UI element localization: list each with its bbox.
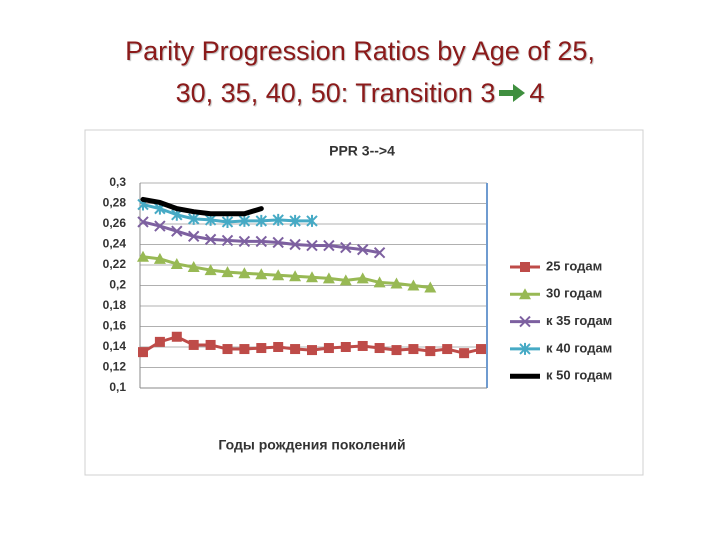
marker [221,266,234,278]
marker [273,342,284,352]
marker [204,233,217,246]
marker [154,220,166,232]
marker [289,214,301,227]
y-tick-label: 0,24 [103,237,127,251]
y-tick-label: 0,2 [109,278,126,292]
marker [187,261,200,273]
marker [222,344,233,355]
slide-title: Parity Progression Ratios by Age of 25, … [0,30,720,114]
legend-label: 30 годам [546,286,602,301]
marker [459,348,470,359]
marker [137,250,149,262]
y-tick-label: 0,26 [103,216,127,230]
y-tick-label: 0,22 [103,257,127,271]
marker [138,347,148,358]
marker [306,271,318,283]
legend-label: к 50 годам [546,368,612,383]
marker [272,269,285,281]
y-tick-label: 0,18 [103,298,127,312]
marker [306,214,318,227]
series-line [140,196,264,217]
x-axis-title: Годы рождения поколений [218,437,405,453]
marker [290,344,301,355]
title-text: 30, 35, 40, 50: Transition 3 [175,78,496,108]
marker [204,264,217,276]
chart-title: PPR 3-->4 [329,143,395,159]
marker [238,214,251,227]
legend-label: к 35 годам [546,313,612,328]
marker [289,270,302,282]
legend-marker [520,262,530,272]
marker [289,238,301,251]
marker [153,252,166,264]
marker [373,246,386,259]
marker [424,281,437,293]
marker [374,343,385,354]
marker [476,344,486,355]
marker [442,344,453,355]
legend-marker [519,342,531,355]
marker [307,345,317,356]
series [137,250,437,293]
marker [188,339,199,350]
marker [323,343,334,354]
legend-label: к 40 годам [546,340,612,355]
marker [221,215,234,228]
y-tick-label: 0,14 [103,339,127,353]
marker [187,212,200,225]
marker [255,268,268,280]
marker [357,340,368,351]
marker [154,336,165,347]
marker [323,239,335,252]
marker [322,272,335,284]
marker [255,214,268,227]
marker [408,344,419,355]
y-tick-label: 0,12 [103,360,127,374]
marker [239,344,250,355]
marker [137,216,149,228]
y-tick-label: 0,28 [103,196,127,210]
series [138,331,486,359]
legend-label: 25 годам [546,258,602,273]
marker [340,342,351,352]
marker [373,276,386,288]
y-tick-label: 0,3 [109,175,126,189]
marker [238,235,251,248]
title-text: 4 [529,78,545,108]
legend-marker [519,315,531,328]
legend-marker [519,288,531,300]
marker [171,331,182,342]
title-line: Parity Progression Ratios by Age of 25, [125,36,595,66]
marker [187,230,200,243]
marker [170,257,183,269]
marker [306,239,318,252]
marker [356,243,369,256]
marker [339,274,352,286]
y-tick-label: 0,16 [103,319,127,333]
marker [256,343,267,354]
marker [255,235,268,248]
title-line: 30, 35, 40, 50: Transition 3 4 [0,72,720,114]
marker [425,346,436,357]
marker [238,267,251,279]
chart-frame [84,129,644,476]
series [140,196,264,217]
marker [407,279,420,291]
marker [205,339,216,350]
marker [356,272,369,284]
marker [171,225,183,237]
marker [391,345,402,356]
marker [340,241,352,254]
y-tick-label: 0,1 [109,380,126,394]
series [137,216,386,259]
arrow-icon [499,84,526,102]
marker [390,277,403,289]
marker [272,236,284,249]
marker [272,213,284,226]
marker [221,234,234,247]
